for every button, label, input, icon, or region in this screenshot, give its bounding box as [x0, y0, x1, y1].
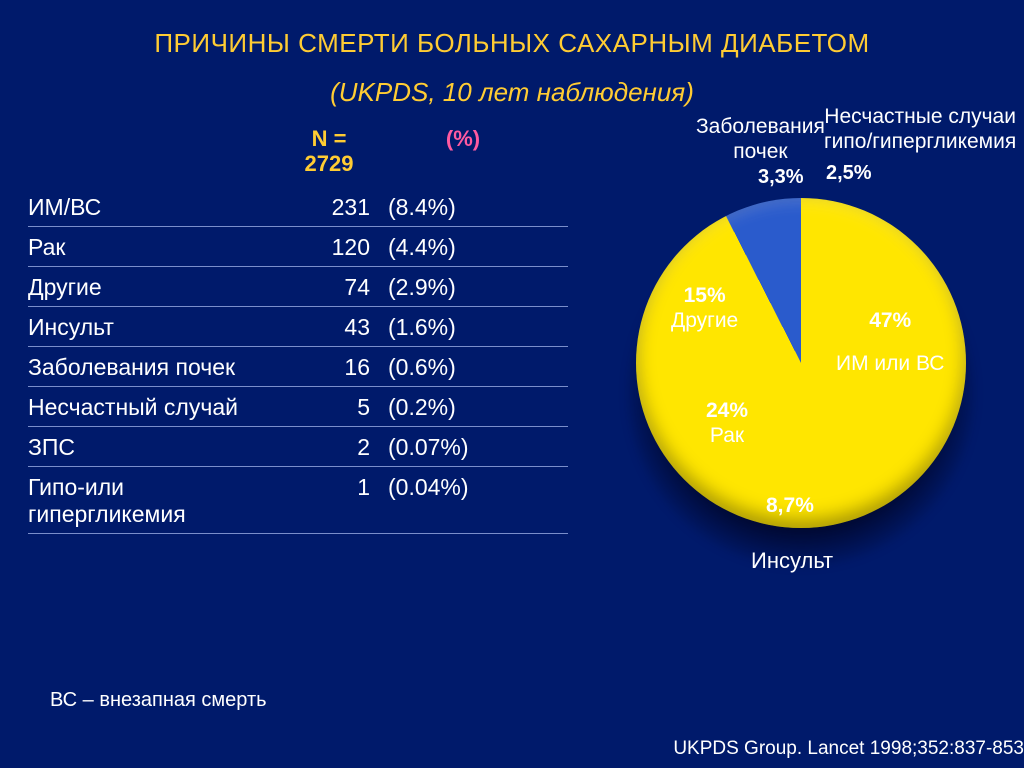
cell-pct: (1.6%)	[388, 314, 538, 341]
cell-n: 120	[288, 234, 388, 261]
cell-n: 5	[288, 394, 388, 421]
cell-pct: (8.4%)	[388, 194, 538, 221]
cell-cause: Гипо-или гипергликемия	[28, 474, 288, 528]
header-n: N = 2729	[288, 126, 388, 177]
table-row: Другие74(2.9%)	[28, 267, 568, 307]
table-row: Заболевания почек16(0.6%)	[28, 347, 568, 387]
cell-cause: ЗПС	[28, 434, 288, 461]
cell-pct: (0.07%)	[388, 434, 538, 461]
header-pct: (%)	[388, 126, 538, 177]
cell-n: 74	[288, 274, 388, 301]
cell-pct: (0.04%)	[388, 474, 538, 501]
slice-label-stroke-pct: 8,7%	[766, 493, 814, 518]
cell-cause: Инсульт	[28, 314, 288, 341]
table-row: ИМ/ВС231(8.4%)	[28, 187, 568, 227]
cell-pct: (4.4%)	[388, 234, 538, 261]
cell-pct: (2.9%)	[388, 274, 538, 301]
table-row: ЗПС2(0.07%)	[28, 427, 568, 467]
cell-cause: Заболевания почек	[28, 354, 288, 381]
table-row: Гипо-или гипергликемия1(0.04%)	[28, 467, 568, 534]
pie-chart: Заболевания почек Несчастные случаи гипо…	[576, 108, 1006, 628]
ext-label-accident: Несчастные случаи гипо/гипергликемия	[824, 104, 1016, 154]
cell-cause: Рак	[28, 234, 288, 261]
table-header-row: N = 2729 (%)	[28, 120, 568, 187]
cell-cause: Другие	[28, 274, 288, 301]
cell-cause: Несчастный случай	[28, 394, 288, 421]
content-area: N = 2729 (%) ИМ/ВС231(8.4%)Рак120(4.4%)Д…	[0, 108, 1024, 688]
footnote: ВС – внезапная смерть	[50, 689, 267, 712]
cell-n: 16	[288, 354, 388, 381]
page-title-line1: ПРИЧИНЫ СМЕРТИ БОЛЬНЫХ САХАРНЫМ ДИАБЕТОМ	[0, 28, 1024, 59]
citation: UKPDS Group. Lancet 1998;352:837-853	[673, 738, 1024, 760]
table-row: Рак120(4.4%)	[28, 227, 568, 267]
table-row: Инсульт43(1.6%)	[28, 307, 568, 347]
table-row: Несчастный случай5(0.2%)	[28, 387, 568, 427]
slice-label-cancer: 24% Рак	[706, 398, 748, 448]
ext-label-kidney: Заболевания почек	[696, 114, 825, 164]
ext-label-stroke: Инсульт	[751, 548, 833, 574]
cell-pct: (0.6%)	[388, 354, 538, 381]
slice-label-im: 47% ИМ или ВС	[836, 308, 944, 376]
cell-n: 2	[288, 434, 388, 461]
pct-kidney: 3,3%	[758, 166, 804, 189]
slice-label-other: 15% Другие	[671, 283, 738, 333]
cell-n: 1	[288, 474, 388, 501]
cell-n: 231	[288, 194, 388, 221]
cell-pct: (0.2%)	[388, 394, 538, 421]
cell-n: 43	[288, 314, 388, 341]
pct-accident: 2,5%	[826, 162, 872, 185]
causes-table: N = 2729 (%) ИМ/ВС231(8.4%)Рак120(4.4%)Д…	[28, 120, 568, 534]
cell-cause: ИМ/ВС	[28, 194, 288, 221]
